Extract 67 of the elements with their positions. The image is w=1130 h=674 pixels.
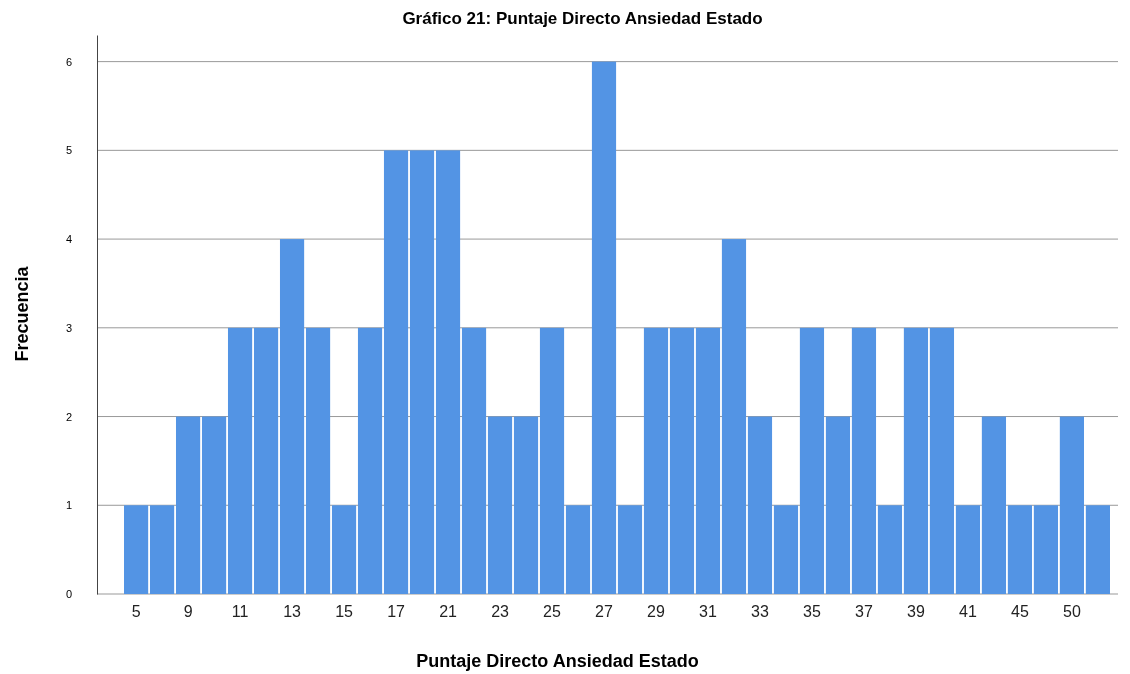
bar — [565, 505, 591, 594]
bar — [513, 416, 539, 594]
bar — [1007, 505, 1033, 594]
bar — [747, 416, 773, 594]
bar — [591, 61, 617, 594]
bar — [643, 327, 669, 594]
bar — [799, 327, 825, 594]
x-tick-label: 35 — [803, 603, 821, 621]
bar — [383, 150, 409, 594]
bar — [877, 505, 903, 594]
bar — [357, 327, 383, 594]
x-tick-label: 21 — [439, 603, 458, 621]
bar — [981, 416, 1007, 594]
bar — [227, 327, 253, 594]
y-tick-label: 1 — [65, 499, 72, 512]
x-tick-label: 39 — [907, 603, 925, 621]
bar — [539, 327, 565, 594]
x-tick-label: 9 — [183, 603, 193, 621]
bar — [124, 505, 149, 594]
bar — [929, 327, 955, 594]
bar — [669, 327, 695, 594]
x-tick-label: 50 — [1063, 603, 1081, 621]
x-tick-label: 11 — [231, 603, 249, 621]
bar — [825, 416, 851, 594]
x-tick-label: 41 — [959, 603, 977, 621]
y-tick-label: 0 — [65, 588, 72, 601]
y-tick-label: 6 — [65, 55, 72, 68]
y-tick-label: 5 — [65, 144, 72, 157]
bar — [305, 327, 331, 594]
bar — [721, 239, 747, 594]
x-tick-label: 37 — [855, 603, 873, 621]
bar — [487, 416, 513, 594]
x-tick-label: 25 — [543, 603, 562, 621]
x-tick-label: 29 — [647, 603, 665, 621]
bar — [175, 416, 201, 594]
bar — [331, 505, 357, 594]
y-axis-title: Frecuencia — [12, 265, 32, 362]
bar — [279, 239, 305, 594]
bar — [201, 416, 227, 594]
bar — [461, 327, 487, 594]
chart-title: Gráfico 21: Puntaje Directo Ansiedad Estado — [402, 9, 763, 28]
x-tick-label: 45 — [1011, 603, 1029, 621]
bar — [1085, 505, 1110, 594]
bar — [1059, 416, 1085, 594]
bar — [851, 327, 877, 594]
y-tick-label: 3 — [65, 321, 72, 334]
bar — [1033, 505, 1059, 594]
y-tick-label: 4 — [65, 233, 72, 246]
x-tick-label: 27 — [595, 603, 613, 621]
x-tick-label: 17 — [387, 603, 406, 621]
bar — [773, 505, 799, 594]
x-tick-label: 13 — [283, 603, 302, 621]
x-tick-label: 33 — [751, 603, 769, 621]
bar — [617, 505, 643, 594]
bar — [955, 505, 981, 594]
x-tick-label: 31 — [699, 603, 717, 621]
bar — [150, 505, 175, 594]
x-tick-label: 15 — [335, 603, 354, 621]
bar — [903, 327, 929, 594]
x-tick-label: 5 — [131, 603, 141, 621]
bar — [695, 327, 721, 594]
x-axis-title: Puntaje Directo Ansiedad Estado — [416, 651, 699, 671]
bar — [253, 327, 279, 594]
bar — [409, 150, 435, 594]
y-tick-label: 2 — [65, 410, 72, 423]
bar — [435, 150, 461, 594]
x-tick-label: 23 — [491, 603, 510, 621]
